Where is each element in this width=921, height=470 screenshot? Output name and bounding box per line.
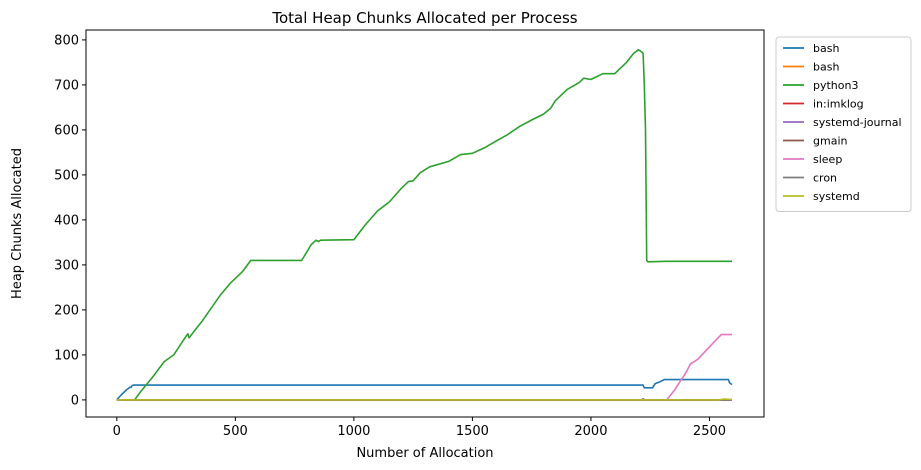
chart-title: Total Heap Chunks Allocated per Process: [271, 9, 577, 27]
x-tick-label: 1500: [456, 424, 489, 439]
plot-series: [116, 49, 733, 401]
series-line-2: [133, 49, 732, 401]
y-tick-label: 300: [54, 258, 79, 273]
x-tick-label: 2000: [574, 424, 607, 439]
series-line-0: [116, 378, 733, 401]
legend-label: bash: [813, 61, 839, 74]
legend: bash bash python3 in:imklog systemd-journal g…: [775, 36, 912, 212]
legend-label: cron: [813, 172, 837, 185]
y-tick-label: 500: [54, 168, 79, 183]
y-tick-label: 400: [54, 213, 79, 228]
legend-label: systemd-journal: [813, 116, 902, 129]
y-tick-label: 200: [54, 303, 79, 318]
series-line-8: [116, 398, 733, 401]
x-tick-label: 2500: [693, 424, 726, 439]
y-axis-label: Heap Chunks Allocated: [10, 148, 25, 299]
legend-label: gmain: [813, 135, 847, 148]
plot-frame: [85, 29, 765, 418]
y-tick-label: 100: [54, 348, 79, 363]
y-tick-label: 600: [54, 123, 79, 138]
y-tick-label: 800: [54, 33, 79, 48]
y-axis: 0 100 200 300 400 500 600 700 800: [54, 33, 86, 408]
legend-box: [775, 36, 912, 212]
x-tick-label: 0: [113, 424, 121, 439]
x-axis-label: Number of Allocation: [356, 446, 493, 461]
x-axis: 0 500 1000 1500 2000 2500: [113, 417, 726, 439]
series-line-6: [666, 333, 732, 401]
x-tick-label: 500: [223, 424, 248, 439]
legend-label: bash: [813, 42, 839, 55]
legend-label: python3: [813, 79, 858, 92]
legend-label: sleep: [813, 153, 842, 166]
x-tick-label: 1000: [337, 424, 370, 439]
y-tick-label: 0: [71, 393, 79, 408]
legend-label: in:imklog: [813, 98, 864, 111]
legend-label: systemd: [813, 190, 860, 203]
y-tick-label: 700: [54, 78, 79, 93]
